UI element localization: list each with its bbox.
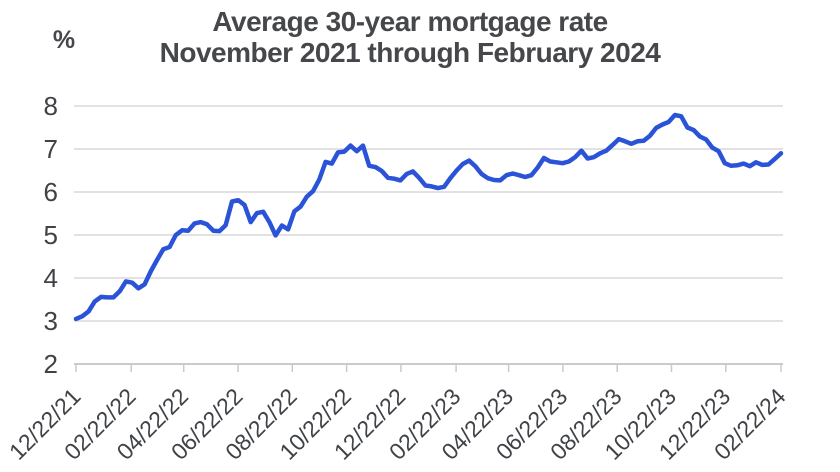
y-tick-label: 2 <box>44 349 58 379</box>
y-axis-unit-label: % <box>52 26 76 54</box>
chart-title: Average 30-year mortgage rate November 2… <box>0 6 820 68</box>
y-tick-label: 7 <box>44 134 58 164</box>
y-tick-label: 3 <box>44 306 58 336</box>
y-tick-label: 6 <box>44 177 58 207</box>
y-tick-label: 8 <box>44 91 58 121</box>
chart-title-line2: November 2021 through February 2024 <box>159 37 661 68</box>
chart-title-line1: Average 30-year mortgage rate <box>212 6 608 37</box>
y-tick-label: 5 <box>44 220 58 250</box>
mortgage-rate-line <box>73 112 784 322</box>
y-tick-label: 4 <box>44 263 58 293</box>
